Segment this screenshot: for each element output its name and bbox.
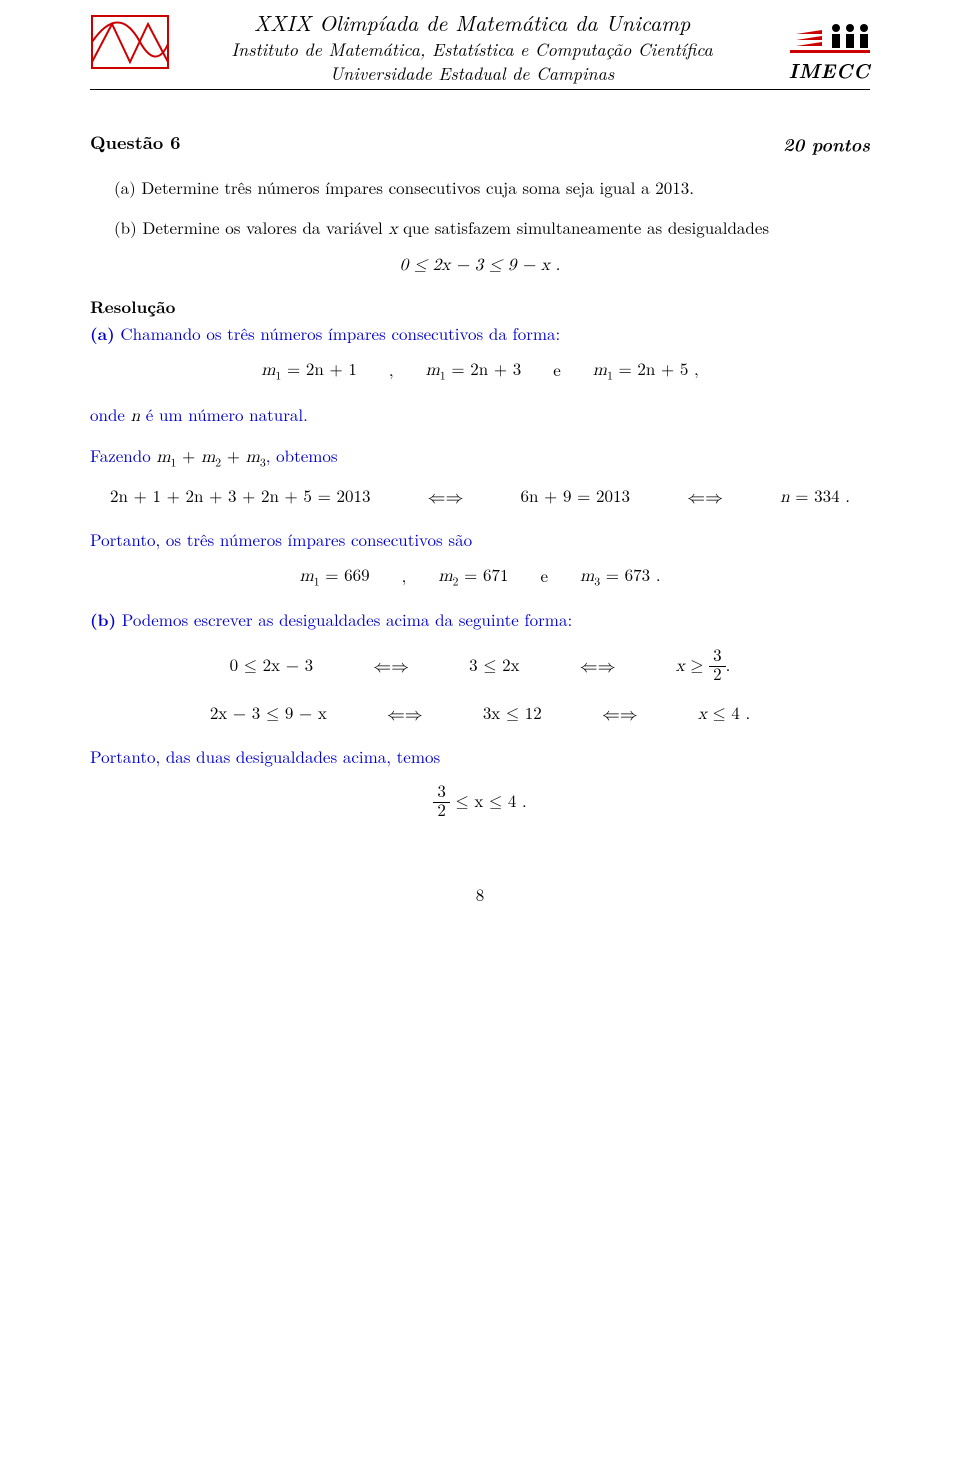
part-a-tag: (a) xyxy=(114,175,136,199)
b1-b: 3 ≤ 2x xyxy=(469,657,520,677)
iff-2: ⇐⇒ xyxy=(687,487,723,509)
def-comma: , xyxy=(389,362,394,382)
part-a-text: (a) Determine três números ímpares conse… xyxy=(90,175,870,201)
sol-a-answers: m1 = 669 , m2 = 671 e m3 = 673 . xyxy=(90,567,870,589)
def-m3: m1 = 2n + 5 , xyxy=(593,361,699,383)
sol-a-bigline: 2n + 1 + 2n + 3 + 2n + 5 = 2013 ⇐⇒ 6n + … xyxy=(110,487,850,509)
solution-heading: Resolução xyxy=(90,295,175,319)
where-var: n xyxy=(131,408,140,425)
logo-right: IMECC xyxy=(770,10,870,85)
ans-comma: , xyxy=(402,568,407,588)
iff-4: ⇐⇒ xyxy=(580,656,616,678)
iff-6: ⇐⇒ xyxy=(602,704,638,726)
logo-left xyxy=(90,10,174,70)
sol-b-tag: (b) xyxy=(90,608,116,632)
sol-a-tag: (a) xyxy=(90,322,115,346)
sol-b-therefore: Portanto, das duas desigualdades acima, … xyxy=(90,744,870,770)
doing-tail: , obtemos xyxy=(266,443,338,467)
title-sub1: Instituto de Matemática, Estatística e C… xyxy=(184,38,760,61)
header-titles: XXIX Olimpíada de Matemática da Unicamp … xyxy=(174,10,770,85)
b2-b: 3x ≤ 12 xyxy=(483,705,542,725)
question-points: 20 pontos xyxy=(783,130,870,157)
part-b-tag: (b) xyxy=(114,215,137,239)
def-m2: m1 = 2n + 3 xyxy=(426,361,522,383)
ans-m2: m2 = 671 xyxy=(438,567,508,589)
part-b-inequality: 0 ≤ 2x − 3 ≤ 9 − x . xyxy=(90,256,870,276)
sol-a-where: onde n é um número natural. xyxy=(90,402,870,430)
big-mid: 6n + 9 = 2013 xyxy=(521,488,630,508)
sol-b-intro: Podemos escrever as desigualdades acima … xyxy=(122,607,572,631)
sol-a-intro: Chamando os três números ímpares consecu… xyxy=(120,321,560,345)
sol-b-intro-line: (b) Podemos escrever as desigualdades ac… xyxy=(90,607,870,634)
ans-m3: m3 = 673 . xyxy=(580,567,661,589)
question-heading-row: Questão 6 20 pontos xyxy=(90,130,870,157)
part-b-text: (b) Determine os valores da variável x q… xyxy=(90,215,870,243)
sol-a-defs: m1 = 2n + 1 , m1 = 2n + 3 e m1 = 2n + 5 … xyxy=(90,361,870,383)
def-m1: m1 = 2n + 1 xyxy=(261,361,357,383)
question-label: Questão 6 xyxy=(90,130,180,157)
sol-b-final: 32 ≤ x ≤ 4 . xyxy=(90,784,870,822)
iff-3: ⇐⇒ xyxy=(373,656,409,678)
logo-right-text: IMECC xyxy=(788,56,870,85)
where-tail: é um número natural. xyxy=(140,402,308,426)
doing-expr: m1 + m2 + m3 xyxy=(156,449,265,466)
part-b-tail: que satisfazem simultaneamente as desigu… xyxy=(397,215,769,239)
ans-m1: m1 = 669 xyxy=(299,567,369,589)
b2-a: 2x − 3 ≤ 9 − x xyxy=(210,705,327,725)
question-body: (a) Determine três números ímpares conse… xyxy=(90,175,870,822)
big-right: n = 334 . xyxy=(780,488,850,508)
doing-lead: Fazendo xyxy=(90,443,156,467)
iff-5: ⇐⇒ xyxy=(387,704,423,726)
b1-c: x ≥ 32. xyxy=(676,648,731,686)
solution-heading-line: Resolução (a) Chamando os três números í… xyxy=(90,294,870,347)
b1-a: 0 ≤ 2x − 3 xyxy=(230,657,314,677)
page-number: 8 xyxy=(90,882,870,906)
b2-c: x ≤ 4 . xyxy=(698,705,750,725)
sol-a-therefore: Portanto, os três números ímpares consec… xyxy=(90,527,870,553)
part-b-ineq-expr: 0 ≤ 2x − 3 ≤ 9 − x . xyxy=(400,257,560,274)
part-b-lead: Determine os valores da variável xyxy=(142,215,388,239)
title-sub2: Universidade Estadual de Campinas xyxy=(184,62,760,85)
where-lead: onde xyxy=(90,402,131,426)
big-left: 2n + 1 + 2n + 3 + 2n + 5 = 2013 xyxy=(110,488,370,508)
ans-e: e xyxy=(540,568,548,588)
def-e: e xyxy=(553,362,561,382)
title-main: XXIX Olimpíada de Matemática da Unicamp xyxy=(184,10,760,36)
iff-1: ⇐⇒ xyxy=(428,487,464,509)
part-a-content: Determine três números ímpares consecuti… xyxy=(141,175,694,199)
sol-b-line1: 0 ≤ 2x − 3 ⇐⇒ 3 ≤ 2x ⇐⇒ x ≥ 32. xyxy=(90,648,870,686)
sol-a-doing: Fazendo m1 + m2 + m3, obtemos xyxy=(90,443,870,473)
page-header: XXIX Olimpíada de Matemática da Unicamp … xyxy=(90,10,870,90)
sol-b-line2: 2x − 3 ≤ 9 − x ⇐⇒ 3x ≤ 12 ⇐⇒ x ≤ 4 . xyxy=(90,704,870,726)
